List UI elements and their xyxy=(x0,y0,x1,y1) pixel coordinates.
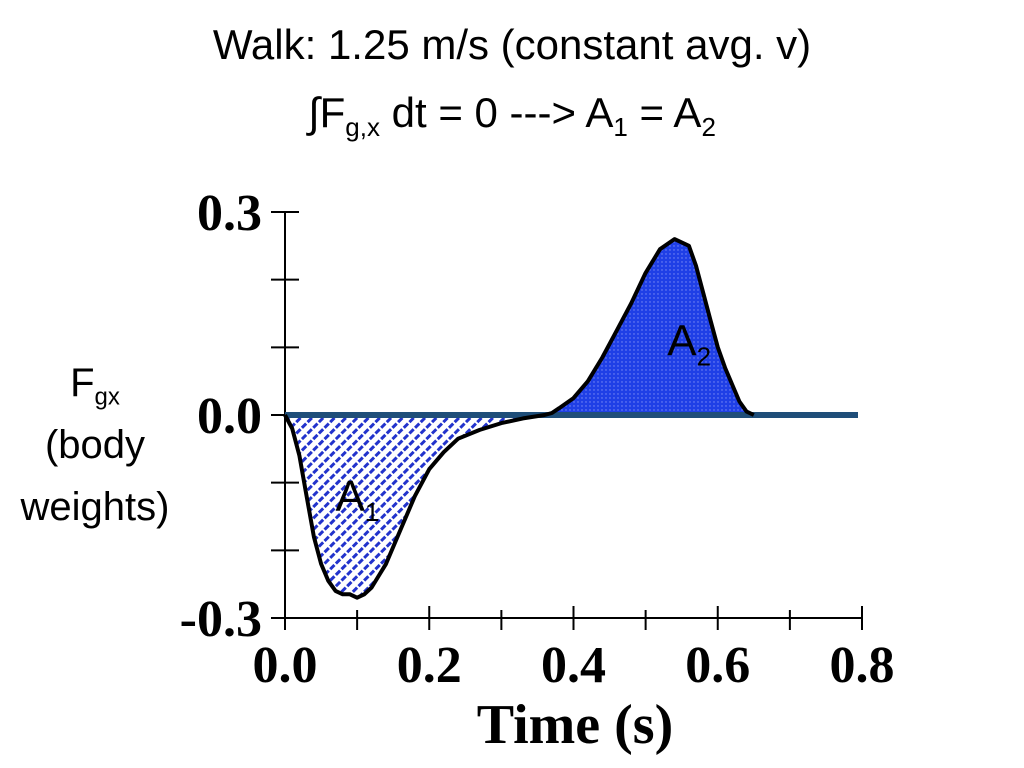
x-tick-label: 0.4 xyxy=(541,637,606,694)
area-label-1: A1 xyxy=(335,472,379,527)
y-label-line2: (body xyxy=(44,423,146,467)
x-tick-label: 0.2 xyxy=(397,637,462,694)
title2-middle: dt = 0 ---> A xyxy=(379,89,614,136)
area-a2-fill xyxy=(544,239,754,415)
x-tick-label: 0.0 xyxy=(253,637,318,694)
title2-sub-gx: g,x xyxy=(345,112,380,143)
x-axis-title: Time (s) xyxy=(477,694,674,756)
area-label-2: A2 xyxy=(667,317,711,372)
title2-sub-1: 1 xyxy=(613,112,628,143)
y-label-line1: Fgx xyxy=(70,361,120,411)
force-curve xyxy=(283,237,755,600)
chart-title-line2: ∫Fg,x dt = 0 ---> A1 = A2 xyxy=(0,89,1024,141)
title2-prefix: ∫F xyxy=(308,89,346,136)
y-label-line3: weights) xyxy=(20,485,170,529)
curve-layer xyxy=(283,237,858,600)
title2-eq: = A xyxy=(627,89,702,136)
chart-title-line1: Walk: 1.25 m/s (constant avg. v) xyxy=(212,21,812,68)
y-axis-label: Fgx (body weights) xyxy=(0,352,190,538)
y-tick-label: 0.0 xyxy=(197,388,262,445)
y-tick-label: 0.3 xyxy=(197,185,262,242)
area-fills xyxy=(285,239,754,598)
x-tick-label: 0.6 xyxy=(685,637,750,694)
title2-sub-2: 2 xyxy=(701,112,716,143)
y-tick-label: -0.3 xyxy=(180,591,262,648)
x-tick-label: 0.8 xyxy=(830,637,895,694)
area-a1-fill xyxy=(285,415,545,598)
